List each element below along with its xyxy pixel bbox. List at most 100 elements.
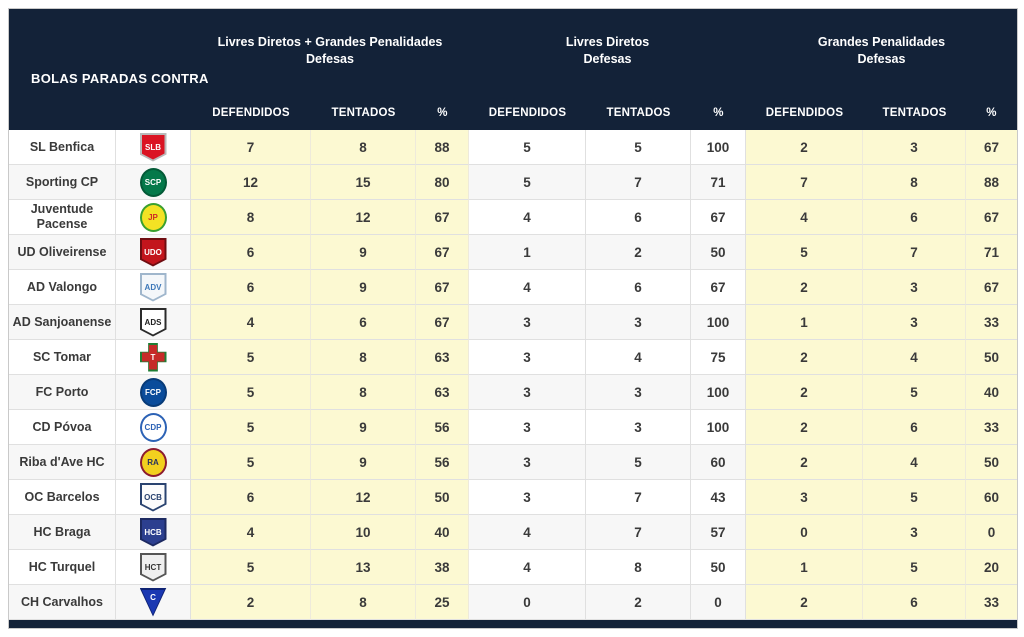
team-crest-icon: C: [139, 587, 167, 617]
stat-cell: 20: [966, 550, 1017, 585]
team-name-cell: HC Turquel: [9, 550, 116, 585]
stat-cell: 0: [691, 585, 746, 620]
team-name: SC Tomar: [32, 349, 92, 364]
stat-cell: 63: [416, 375, 469, 410]
team-name: FC Porto: [35, 384, 89, 399]
team-name-cell: FC Porto: [9, 375, 116, 410]
team-name: SL Benfica: [29, 139, 95, 154]
stat-cell: 1: [746, 550, 863, 585]
team-name: Sporting CP: [25, 174, 99, 189]
stat-cell: 3: [586, 375, 691, 410]
stat-cell: 3: [469, 340, 586, 375]
stat-cell: 3: [586, 305, 691, 340]
team-crest-fill: [141, 169, 165, 195]
team-name: AD Valongo: [26, 279, 98, 294]
stat-cell: 71: [966, 235, 1017, 270]
stat-cell: 5: [586, 130, 691, 165]
team-crest-icon: UDO: [139, 237, 167, 267]
team-crest-fill: [141, 554, 165, 580]
stat-cell: 7: [746, 165, 863, 200]
stat-cell: 67: [416, 305, 469, 340]
stat-cell: 8: [311, 585, 416, 620]
group-sublabel: Defesas: [857, 52, 906, 66]
stat-cell: 8: [311, 375, 416, 410]
team-crest-initials: ADV: [144, 282, 162, 292]
stat-cell: 7: [586, 165, 691, 200]
stat-cell: 4: [586, 340, 691, 375]
stat-cell: 67: [691, 270, 746, 305]
group-header-combined: Livres Diretos + Grandes Penalidades Def…: [191, 9, 469, 79]
team-name: UD Oliveirense: [17, 244, 107, 259]
stat-cell: 6: [191, 270, 311, 305]
group-label: Livres Diretos: [565, 35, 650, 50]
stat-cell: 67: [691, 200, 746, 235]
stat-cell: 9: [311, 410, 416, 445]
stat-cell: 2: [746, 340, 863, 375]
table-row: OC Barcelos OCB 6 12 50 3 7 43 3 5 60: [9, 480, 1017, 515]
stat-cell: 38: [416, 550, 469, 585]
table-row: HC Turquel HCT 5 13 38 4 8 50 1 5 20: [9, 550, 1017, 585]
stat-cell: 6: [311, 305, 416, 340]
stat-cell: 4: [469, 550, 586, 585]
team-name: OC Barcelos: [24, 489, 100, 504]
team-crest-fill: [141, 274, 165, 300]
stat-cell: 0: [966, 515, 1017, 550]
stat-cell: 6: [191, 480, 311, 515]
table-row: HC Braga HCB 4 10 40 4 7 57 0 3 0: [9, 515, 1017, 550]
stat-cell: 4: [469, 200, 586, 235]
table-row: CD Póvoa CDP 5 9 56 3 3 100 2 6 33: [9, 410, 1017, 445]
stat-cell: 5: [863, 375, 966, 410]
stat-cell: 0: [746, 515, 863, 550]
stat-cell: 2: [746, 270, 863, 305]
stat-cell: 12: [311, 480, 416, 515]
team-crest-fill: [141, 204, 165, 230]
team-name-cell: CD Póvoa: [9, 410, 116, 445]
team-logo-cell: FCP: [116, 375, 191, 410]
stat-cell: 9: [311, 270, 416, 305]
stat-cell: 3: [863, 305, 966, 340]
team-crest-icon: HCT: [139, 552, 167, 582]
team-logo-cell: ADS: [116, 305, 191, 340]
stat-cell: 80: [416, 165, 469, 200]
team-crest-initials: HCB: [144, 527, 162, 537]
stats-table: BOLAS PARADAS CONTRA Livres Diretos + Gr…: [8, 8, 1018, 629]
stat-cell: 67: [966, 130, 1017, 165]
team-crest-icon: T: [139, 342, 167, 372]
stat-cell: 33: [966, 585, 1017, 620]
table-header: BOLAS PARADAS CONTRA Livres Diretos + Gr…: [9, 9, 1017, 130]
stat-cell: 7: [863, 235, 966, 270]
stat-cell: 0: [469, 585, 586, 620]
stat-cell: 63: [416, 340, 469, 375]
group-label: Livres Diretos + Grandes Penalidades: [217, 35, 443, 50]
table-row: Juventude Pacense JP 8 12 67 4 6 67 4 6 …: [9, 200, 1017, 235]
stat-cell: 13: [311, 550, 416, 585]
stat-cell: 60: [691, 445, 746, 480]
team-crest-initials: SLB: [145, 142, 161, 152]
stat-cell: 8: [863, 165, 966, 200]
stat-cell: 50: [966, 445, 1017, 480]
stat-cell: 67: [966, 270, 1017, 305]
stat-cell: 15: [311, 165, 416, 200]
stat-cell: 3: [863, 515, 966, 550]
team-name: HC Turquel: [28, 559, 96, 574]
stat-cell: 100: [691, 305, 746, 340]
stat-cell: 9: [311, 235, 416, 270]
stat-cell: 33: [966, 305, 1017, 340]
stat-cell: 88: [966, 165, 1017, 200]
team-logo-cell: JP: [116, 200, 191, 235]
stat-cell: 7: [586, 480, 691, 515]
team-crest-icon: HCB: [139, 517, 167, 547]
team-crest-initials: SCP: [144, 177, 162, 187]
group-label: Grandes Penalidades: [817, 35, 946, 50]
stat-cell: 5: [191, 550, 311, 585]
team-crest-initials: OCB: [144, 492, 162, 502]
stat-cell: 50: [691, 550, 746, 585]
team-name: HC Braga: [33, 524, 91, 539]
stat-cell: 100: [691, 375, 746, 410]
table-row: CH Carvalhos C 2 8 25 0 2 0 2 6 33: [9, 585, 1017, 620]
team-logo-cell: SLB: [116, 130, 191, 165]
table-body: SL Benfica SLB 7 8 88 5 5 100 2 3 67 Spo…: [9, 130, 1017, 620]
team-crest-icon: CDP: [139, 412, 167, 442]
table-title: BOLAS PARADAS CONTRA: [31, 71, 209, 86]
stat-cell: 7: [191, 130, 311, 165]
